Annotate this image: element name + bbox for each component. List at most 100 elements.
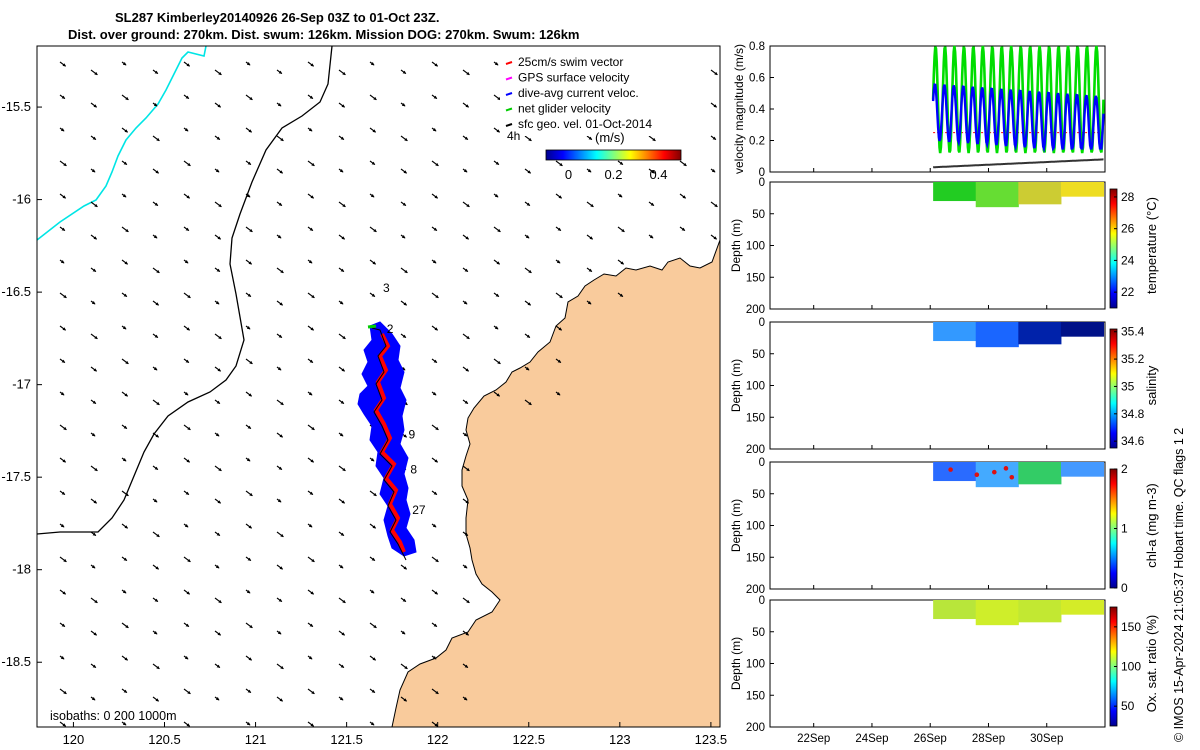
- velocity-arrow: [245, 325, 251, 330]
- velocity-arrow: [338, 135, 345, 141]
- legend-label: GPS surface velocity: [518, 71, 629, 85]
- velocity-arrow: [276, 168, 284, 174]
- velocity-arrow: [59, 589, 67, 595]
- velocity-arrow: [493, 325, 499, 330]
- velocity-arrow: [90, 333, 98, 340]
- velocity-arrow: [152, 267, 160, 274]
- velocity-arrow: [59, 259, 65, 264]
- velocity-arrow: [183, 292, 191, 299]
- velocity-arrow: [59, 688, 67, 695]
- depth-tick-label: 100: [746, 521, 765, 533]
- velocity-arrow: [431, 325, 439, 331]
- velocity-arrow: [462, 366, 470, 372]
- velocity-arrow: [586, 267, 593, 273]
- track-day-label: 3: [383, 281, 390, 295]
- depth-tick-label: 50: [752, 349, 765, 361]
- map-x-tick-label: 121.5: [330, 732, 363, 747]
- velocity-arrow: [524, 267, 532, 274]
- colorbar-tick-label: 35.2: [1121, 352, 1145, 366]
- velocity-arrow: [462, 135, 469, 141]
- velocity-arrow: [400, 300, 408, 306]
- velocity-arrow: [59, 391, 65, 396]
- velocity-arrow: [214, 432, 220, 437]
- velocity-arrow: [276, 102, 282, 107]
- velocity-arrow: [679, 160, 687, 167]
- velocity-arrow: [338, 399, 345, 405]
- velocity-arrow: [245, 61, 251, 66]
- profile-data-block: [933, 322, 977, 342]
- velocity-arrow: [307, 226, 314, 232]
- velocity-arrow: [152, 663, 160, 670]
- colorbar-tick-label: 34.6: [1121, 434, 1145, 448]
- velocity-arrow: [214, 465, 222, 472]
- colorbar-label: chl-a (mg m-3): [1144, 483, 1159, 568]
- velocity-arrow: [400, 135, 408, 142]
- velocity-arrow: [245, 94, 253, 101]
- depth-tick-label: 50: [752, 209, 765, 221]
- velocity-arrow: [183, 160, 191, 167]
- velocity-arrow: [245, 358, 253, 365]
- velocity-arrow: [462, 234, 470, 240]
- depth-tick-label: 0: [759, 595, 765, 607]
- time-tick-label: 22Sep: [797, 733, 830, 745]
- velocity-arrow: [276, 234, 282, 239]
- velocity-arrow: [121, 292, 128, 298]
- velocity-arrow: [307, 193, 315, 199]
- velocity-arrow: [152, 399, 160, 406]
- velocity-arrow: [183, 457, 191, 463]
- velocity-arrow: [617, 193, 623, 198]
- velocity-arrow: [245, 391, 253, 397]
- velocity-arrow: [369, 457, 375, 462]
- velocity-arrow: [524, 333, 531, 339]
- colorbar-tick-label: 35: [1121, 379, 1135, 393]
- velocity-arrow: [276, 597, 283, 603]
- track-day-label: 8: [410, 462, 417, 476]
- velocity-y-tick-label: 0.2: [749, 136, 765, 148]
- colorbar-tick-label: 50: [1121, 699, 1135, 713]
- velocity-arrow: [493, 226, 501, 233]
- track-line: [371, 327, 407, 561]
- velocity-arrow: [90, 564, 96, 569]
- velocity-arrow: [462, 531, 469, 537]
- velocity-arrow: [710, 69, 718, 76]
- track-day-labels: 3 2 9 8 27: [383, 281, 426, 517]
- velocity-arrow: [524, 234, 530, 239]
- legend-duration: 4h: [507, 129, 520, 143]
- velocity-arrow: [245, 622, 253, 629]
- velocity-arrow: [276, 432, 284, 438]
- velocity-arrow: [400, 696, 408, 702]
- velocity-arrow: [59, 358, 66, 364]
- velocity-arrow: [369, 94, 377, 101]
- velocity-arrow: [276, 663, 284, 670]
- speed-colorbar-tick: 0.4: [649, 167, 667, 182]
- profile-data-block: [1018, 462, 1062, 485]
- velocity-arrow: [586, 168, 592, 173]
- profile-data-block: [1060, 462, 1105, 477]
- colorbar-label: temperature (°C): [1144, 197, 1159, 294]
- speed-colorbar-ticks: 0 0.2 0.4: [565, 167, 668, 182]
- velocity-arrow: [462, 432, 468, 437]
- velocity-arrow: [710, 168, 716, 173]
- velocity-arrow: [307, 721, 315, 727]
- velocity-arrow: [245, 424, 252, 430]
- velocity-arrow: [462, 630, 470, 636]
- velocity-arrow: [214, 564, 220, 569]
- velocity-arrow: [369, 655, 377, 661]
- velocity-arrow: [152, 597, 159, 603]
- velocity-arrow: [338, 630, 346, 636]
- velocity-arrow: [369, 622, 377, 629]
- velocity-arrow: [555, 259, 561, 264]
- velocity-arrow: [276, 531, 284, 538]
- velocity-arrow: [183, 127, 189, 132]
- legend-swatch: [505, 123, 513, 127]
- velocity-arrow: [91, 730, 97, 735]
- velocity-arrow: [245, 688, 252, 694]
- profile-data-block: [975, 462, 1019, 488]
- velocity-arrow: [338, 201, 346, 208]
- plot-title-line1: SL287 Kimberley20140926 26-Sep 03Z to 01…: [115, 10, 440, 25]
- depth-tick-label: 0: [759, 457, 765, 469]
- legend-items: 25cm/s swim vector GPS surface velocitydi…: [505, 55, 652, 131]
- velocity-arrow: [338, 432, 344, 437]
- velocity-arrow: [400, 333, 407, 339]
